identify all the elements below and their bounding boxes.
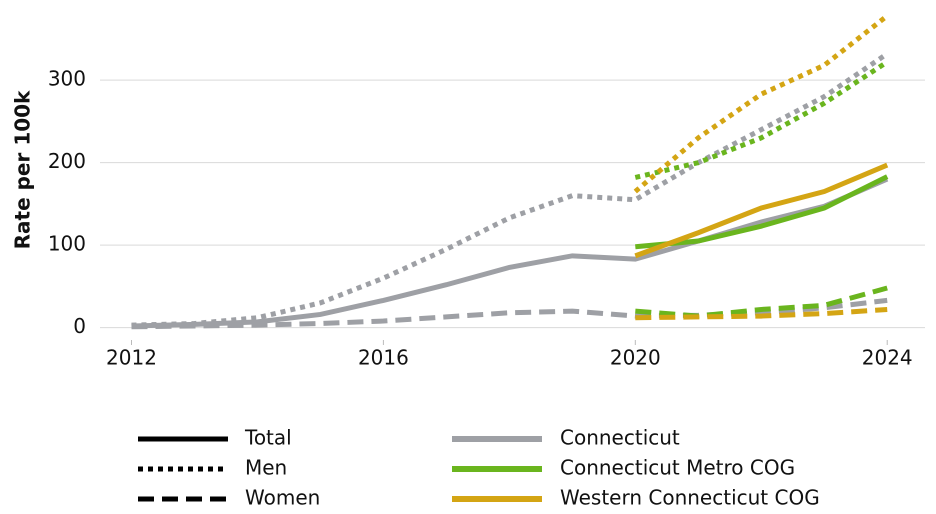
series-line [635,306,888,321]
series-line [633,13,889,194]
legend-label: Western Connecticut COG [560,486,820,510]
x-tick-label: 2024 [862,346,913,370]
x-tick-label: 2020 [610,346,661,370]
y-axis-label: Rate per 100k [11,90,35,249]
series-line [131,297,888,330]
series-line [634,59,889,180]
legend-label: Connecticut Metro COG [560,456,795,480]
x-tick-label: 2016 [358,346,409,370]
series-line [635,174,889,250]
y-tick-label: 100 [48,232,86,256]
y-tick-label: 300 [48,67,86,91]
legend-label: Total [244,426,292,450]
series-line [131,176,889,329]
legend-label: Connecticut [560,426,680,450]
series-line [131,51,889,328]
series-line [635,285,888,319]
x-tick-label: 2012 [106,346,157,370]
legend-label: Men [245,456,287,480]
series-line [634,162,889,259]
y-tick-label: 200 [48,149,86,173]
legend-label: Women [245,486,320,510]
y-tick-label: 0 [73,314,86,338]
